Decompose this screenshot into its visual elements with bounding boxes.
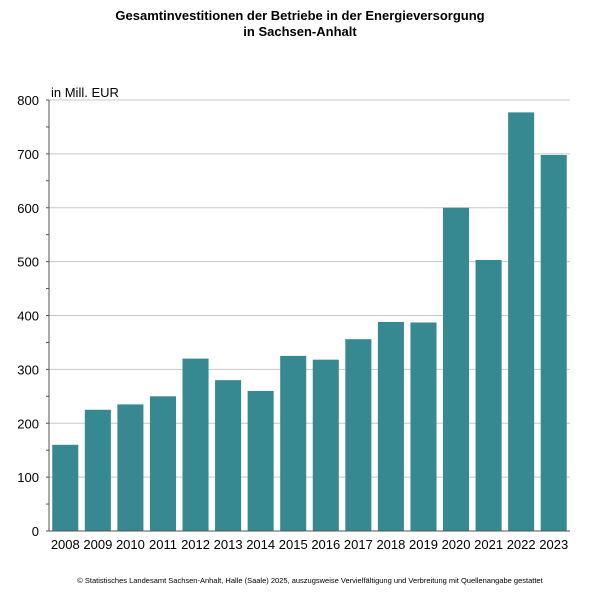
x-tick-label: 2016	[311, 537, 340, 552]
x-tick-label: 2015	[279, 537, 308, 552]
chart-title-line-1: Gesamtinvestitionen der Betriebe in der …	[115, 8, 485, 23]
unit-label: in Mill. EUR	[51, 85, 119, 100]
bar-2010	[117, 404, 144, 531]
x-tick-label: 2008	[51, 537, 80, 552]
x-tick-label: 2021	[474, 537, 503, 552]
bar-2013	[215, 380, 242, 531]
y-tick-label: 300	[17, 362, 39, 377]
y-tick-label: 800	[17, 93, 39, 108]
bar-2022	[508, 112, 535, 532]
y-tick-label: 0	[32, 524, 39, 539]
x-tick-label: 2014	[246, 537, 275, 552]
x-tick-label: 2017	[344, 537, 373, 552]
x-tick-label: 2020	[442, 537, 471, 552]
x-tick-label: 2018	[376, 537, 405, 552]
chart-title: Gesamtinvestitionen der Betriebe in der …	[0, 8, 600, 40]
bar-2009	[84, 409, 111, 531]
x-tick-label: 2019	[409, 537, 438, 552]
source-note: © Statistisches Landesamt Sachsen-Anhalt…	[77, 576, 543, 585]
x-tick-label: 2023	[539, 537, 568, 552]
bar-2014	[247, 390, 274, 531]
y-tick-label: 600	[17, 201, 39, 216]
x-tick-label: 2012	[181, 537, 210, 552]
y-tick-label: 500	[17, 255, 39, 270]
y-tick-label: 200	[17, 416, 39, 431]
bar-2017	[345, 339, 372, 531]
bar-2016	[312, 359, 339, 531]
bar-2011	[149, 396, 176, 531]
y-tick-label: 700	[17, 147, 39, 162]
y-tick-label: 100	[17, 470, 39, 485]
x-tick-label: 2022	[507, 537, 536, 552]
bar-2012	[182, 358, 209, 531]
x-tick-label: 2009	[83, 537, 112, 552]
bar-2018	[377, 321, 404, 531]
x-tick-label: 2013	[214, 537, 243, 552]
bar-2015	[280, 355, 307, 531]
x-tick-label: 2011	[149, 537, 177, 552]
bar-2020	[443, 207, 470, 531]
chart-title-line-2: in Sachsen-Anhalt	[243, 24, 357, 39]
bar-2008	[52, 444, 79, 531]
x-tick-label: 2010	[116, 537, 145, 552]
bar-2019	[410, 322, 437, 531]
y-tick-label: 400	[17, 309, 39, 324]
bar-2021	[475, 260, 502, 531]
bar-2023	[540, 154, 567, 531]
